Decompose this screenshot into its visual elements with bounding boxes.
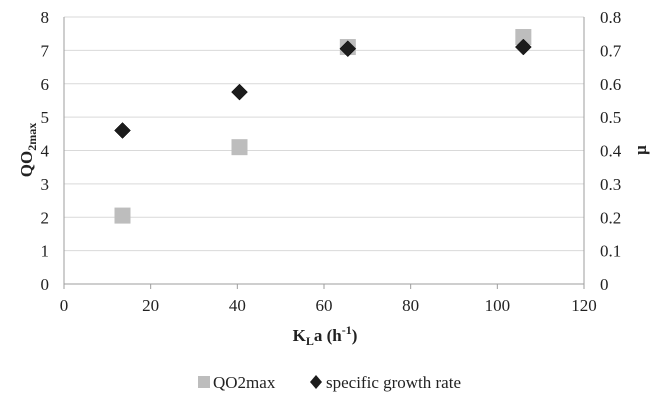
x-axis-title-rest: a (h [314,326,342,345]
growth-rate-point [514,38,532,56]
y-left-tick-label: 6 [41,75,50,94]
right-y-tick-labels: 0 0.1 0.2 0.3 0.4 0.5 0.6 0.7 0.8 [600,8,622,294]
y-right-tick-label: 0.1 [600,242,621,261]
growth-rate-point [114,122,131,139]
y-left-tick-label: 4 [41,142,50,161]
x-axis-title-sup: -1 [342,323,352,337]
legend-label-qo2max: QO2max [213,373,276,392]
data-series [114,29,532,224]
x-tick-labels: 0 20 40 60 80 100 120 [60,296,597,315]
y-axis-left-title: QO2max [17,123,39,177]
x-tick-label: 100 [485,296,511,315]
y-left-tick-label: 3 [41,175,50,194]
y-right-tick-label: 0.7 [600,41,622,60]
y-right-tick-label: 0.8 [600,8,621,27]
y-right-tick-label: 0.6 [600,75,621,94]
x-axis-title-sub: L [306,334,314,348]
x-tick-label: 120 [571,296,597,315]
left-y-tick-labels: 0 1 2 3 4 5 6 7 8 [41,8,50,294]
x-tick-label: 60 [316,296,333,315]
y-left-tick-label: 1 [41,242,50,261]
x-tick-label: 20 [142,296,159,315]
grid-lines [64,16,584,252]
y-left-tick-label: 2 [41,208,50,227]
y-axis-left-title-sub: 2max [25,123,39,151]
y-right-tick-label: 0.5 [600,108,621,127]
x-tick-label: 0 [60,296,69,315]
y-right-tick-label: 0.3 [600,175,621,194]
y-axis-left-title-main: QO [17,151,36,177]
x-tick-label: 80 [402,296,419,315]
x-axis-title: KLa (h-1) [293,323,358,348]
legend-marker-qo2max [198,376,210,388]
qo2max-point [114,207,131,224]
y-right-tick-label: 0.2 [600,208,621,227]
qo2max-point [515,29,532,46]
y-left-tick-label: 0 [41,275,50,294]
axes [63,17,585,289]
growth-rate-point [339,40,357,58]
legend: QO2max specific growth rate [198,373,461,392]
x-axis-title-end: ) [352,326,358,345]
x-tick-label: 40 [229,296,246,315]
x-axis-title-main: K [293,326,307,345]
qo2max-point [231,139,248,156]
y-axis-right-title: μ [631,145,650,155]
y-left-tick-label: 8 [41,8,50,27]
y-right-tick-label: 0 [600,275,609,294]
y-left-tick-label: 7 [41,41,50,60]
legend-marker-growth-rate [310,375,322,389]
y-right-tick-label: 0.4 [600,142,622,161]
growth-rate-point [231,83,248,101]
legend-label-growth-rate: specific growth rate [326,373,461,392]
y-left-tick-label: 5 [41,108,50,127]
